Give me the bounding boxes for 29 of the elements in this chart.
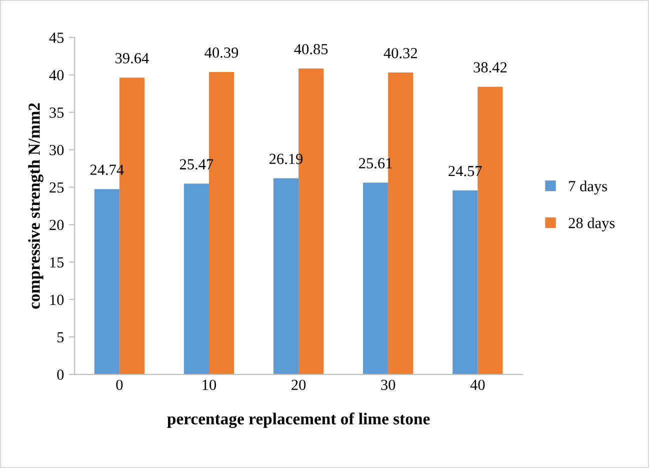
legend-label: 7 days	[569, 180, 607, 194]
x-tick-label: 20	[292, 380, 306, 390]
bar	[363, 182, 388, 374]
bar	[184, 184, 209, 374]
bar	[273, 178, 299, 374]
y-tick-label: 45	[49, 32, 64, 43]
data-label: 40.85	[294, 44, 328, 54]
data-label: 40.32	[384, 48, 417, 58]
x-tick-label: 10	[202, 380, 216, 390]
y-tick-label: 20	[50, 220, 64, 230]
data-label: 39.64	[116, 53, 149, 64]
y-tick-label: 10	[50, 294, 64, 305]
x-tick-label: 40	[470, 380, 485, 390]
data-label: 40.39	[204, 47, 238, 58]
x-axis-title: percentage replacement of lime stone	[167, 412, 430, 428]
y-tick-label: 15	[50, 257, 64, 268]
y-tick-label: 5	[57, 332, 64, 342]
y-tick-label: 35	[50, 108, 64, 118]
y-tick-label: 40	[49, 70, 64, 80]
y-tick-label: 25	[50, 182, 64, 193]
x-tick-label: 30	[381, 380, 396, 390]
bar	[94, 189, 120, 374]
data-label: 38.42	[474, 62, 507, 73]
y-axis-title: compressive strength N/mm2	[28, 103, 44, 309]
y-tick-label: 0	[57, 370, 64, 380]
x-tick-label: 0	[116, 380, 123, 390]
legend-label: 28 days	[568, 217, 615, 232]
bar	[452, 190, 478, 374]
y-tick-label: 30	[50, 144, 64, 156]
